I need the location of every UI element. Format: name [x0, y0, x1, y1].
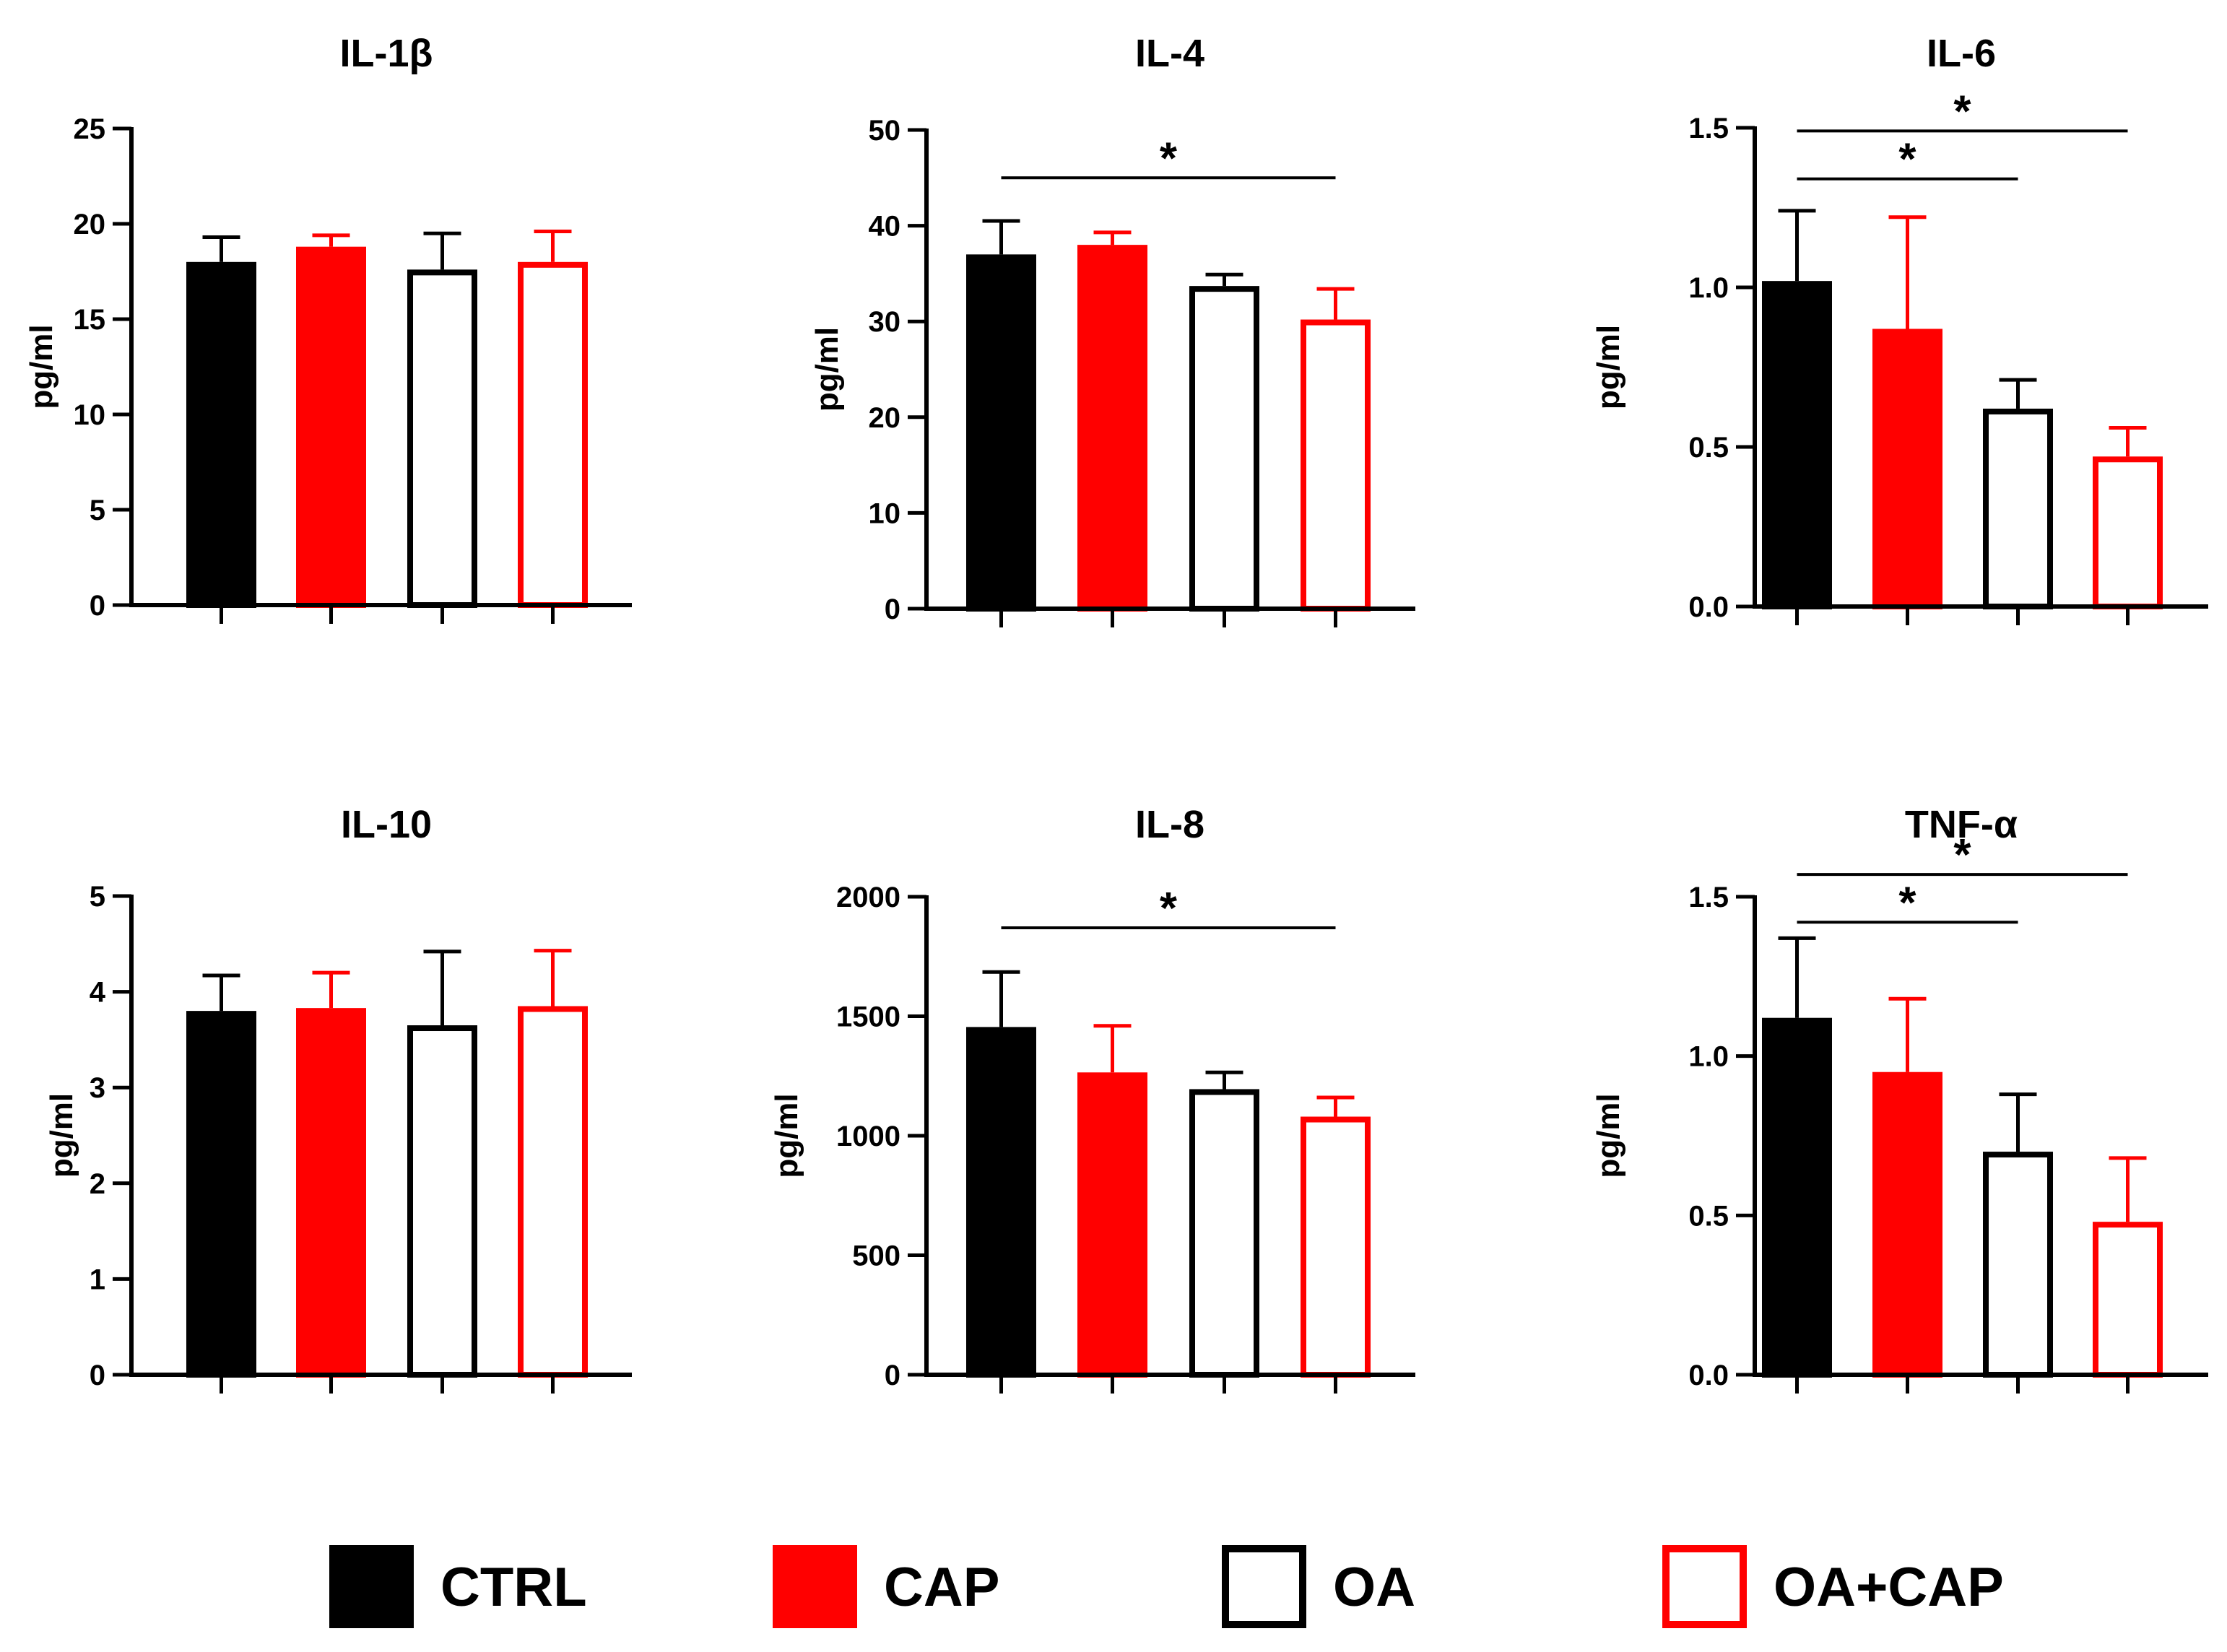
y-tick-label: 0: [90, 1360, 105, 1391]
y-tick-label: 0.0: [1688, 591, 1729, 623]
bar-oa-cap: [2093, 1222, 2163, 1378]
significance-star: *: [1160, 134, 1178, 183]
y-axis-label: pg/ml: [44, 1093, 79, 1178]
panel-title: IL-10: [341, 803, 432, 846]
y-tick-label: 0.5: [1688, 432, 1729, 464]
y-tick-label: 3: [90, 1072, 105, 1104]
legend-label: OA+CAP: [1774, 1557, 2004, 1618]
y-tick-label: 1.0: [1688, 272, 1729, 304]
panel-title: IL-8: [1135, 803, 1204, 846]
y-tick-label: 0.0: [1688, 1360, 1729, 1391]
legend-swatch: [329, 1545, 414, 1628]
legend-label: CAP: [884, 1557, 999, 1618]
y-tick-label: 0: [90, 590, 105, 622]
bar-ctrl: [1762, 1017, 1832, 1378]
bar-oa-cap: [2093, 456, 2163, 610]
y-tick-label: 30: [869, 306, 901, 338]
y-tick-label: 1.0: [1688, 1041, 1729, 1073]
bar-ctrl: [1762, 281, 1832, 609]
y-tick-label: 50: [869, 115, 901, 147]
legend-label: OA: [1333, 1557, 1415, 1618]
y-tick-label: 20: [869, 402, 901, 434]
chart-panels: IL-1βpg/ml0510152025IL-4pg/ml01020304050…: [24, 32, 2208, 1394]
bar-cap: [296, 1008, 366, 1378]
bar-cap: [1872, 329, 1942, 609]
bar-oa: [1983, 408, 2053, 610]
bar-cap: [1077, 1072, 1147, 1378]
significance-star: *: [1953, 87, 1971, 136]
bar-oa-cap: [1301, 1116, 1371, 1378]
y-tick-label: 1000: [836, 1121, 900, 1152]
bar-ctrl: [966, 254, 1036, 612]
bar-oa-cap: [518, 1006, 588, 1378]
bar-oa-cap: [1301, 319, 1371, 612]
bar-ctrl: [186, 261, 256, 608]
y-axis-label: pg/ml: [1591, 325, 1626, 409]
panel-title: IL-6: [1927, 32, 1996, 75]
legend-swatch: [1662, 1545, 1747, 1628]
y-tick-label: 20: [74, 209, 106, 240]
y-tick-label: 10: [869, 497, 901, 529]
significance-star: *: [1898, 878, 1916, 928]
legend-label: CTRL: [440, 1557, 587, 1618]
bar-oa: [1983, 1152, 2053, 1378]
chart-panel: IL-8 pg/ml 0 500 1000 1500 2000 *: [769, 803, 1415, 1394]
panel-title: IL-4: [1135, 32, 1204, 75]
y-tick-label: 1500: [836, 1001, 900, 1033]
chart-panel: TNF-α pg/ml 0.0 0.5 1.0 1.5 * *: [1591, 803, 2208, 1394]
chart-panel: IL-4 pg/ml 0 10 20 30 40 50 *: [809, 32, 1415, 627]
y-axis-label: pg/ml: [769, 1093, 804, 1178]
bar-cap: [1077, 245, 1147, 612]
bar-oa: [407, 1025, 477, 1378]
y-axis-label: pg/ml: [809, 327, 845, 412]
y-tick-label: 0: [885, 1360, 900, 1391]
y-axis-label: pg/ml: [24, 324, 59, 409]
y-tick-label: 500: [852, 1240, 900, 1272]
y-axis-label: pg/ml: [1591, 1093, 1626, 1178]
chart-panel: IL-10 pg/ml 0 1 2 3 4 5: [44, 803, 632, 1394]
legend-swatch: [773, 1545, 857, 1628]
y-tick-label: 2: [90, 1168, 105, 1200]
significance-star: *: [1898, 135, 1916, 185]
panel-title: IL-1β: [340, 32, 433, 75]
bar-cap: [296, 246, 366, 608]
y-tick-label: 1.5: [1688, 113, 1729, 144]
chart-panel: IL-1β pg/ml 0 5 10 15 20 25: [24, 32, 632, 624]
y-tick-label: 0: [885, 594, 900, 625]
panel-title: TNF-α: [1905, 803, 2018, 846]
chart-panel: IL-6 pg/ml 0.0 0.5 1.0 1.5 * *: [1591, 32, 2208, 625]
y-tick-label: 5: [90, 495, 105, 526]
bar-oa-cap: [518, 261, 588, 608]
bar-ctrl: [186, 1011, 256, 1378]
legend: CTRL CAP OA OA+CAP: [329, 1545, 2004, 1628]
y-tick-label: 4: [90, 977, 106, 1009]
y-tick-label: 0.5: [1688, 1200, 1729, 1232]
y-tick-label: 1: [90, 1264, 105, 1295]
y-tick-label: 25: [74, 113, 106, 145]
bar-oa: [1189, 286, 1259, 612]
bar-cap: [1872, 1071, 1942, 1378]
y-tick-label: 10: [74, 399, 106, 431]
bar-oa: [1189, 1089, 1259, 1378]
bar-oa: [407, 269, 477, 608]
legend-swatch: [1222, 1545, 1306, 1628]
y-tick-label: 15: [74, 304, 106, 336]
significance-star: *: [1953, 830, 1971, 880]
y-tick-label: 2000: [836, 882, 900, 913]
bar-ctrl: [966, 1027, 1036, 1378]
y-tick-label: 40: [869, 211, 901, 243]
y-tick-label: 1.5: [1688, 882, 1729, 913]
y-tick-label: 5: [90, 881, 105, 913]
significance-star: *: [1160, 884, 1178, 934]
